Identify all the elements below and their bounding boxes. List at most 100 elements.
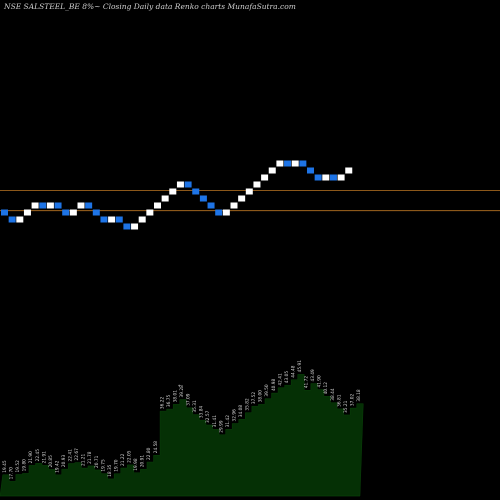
volume-value-label: 35.21 bbox=[343, 400, 349, 413]
renko-up-brick bbox=[261, 174, 269, 181]
volume-value-label: 21.90 bbox=[28, 451, 34, 464]
volume-value-label: 37.52 bbox=[251, 392, 257, 405]
volume-value-label: 19.80 bbox=[22, 459, 28, 472]
renko-up-brick bbox=[322, 174, 330, 181]
renko-up-brick bbox=[154, 202, 161, 209]
volume-value-label: 18.35 bbox=[107, 464, 113, 477]
volume-value-label: 19.70 bbox=[113, 459, 119, 472]
renko-up-brick bbox=[138, 216, 146, 223]
renko-up-brick bbox=[245, 188, 253, 195]
volume-value-label: 42.41 bbox=[277, 373, 283, 386]
renko-down-brick bbox=[1, 209, 8, 216]
renko-down-brick bbox=[85, 202, 93, 209]
renko-down-brick bbox=[307, 167, 314, 174]
volume-value-label: 41.90 bbox=[317, 375, 323, 388]
renko-up-brick bbox=[169, 188, 177, 195]
renko-up-brick bbox=[31, 202, 39, 209]
renko-down-brick bbox=[92, 209, 100, 216]
renko-down-brick bbox=[184, 181, 192, 188]
renko-down-brick bbox=[207, 202, 215, 209]
renko-up-brick bbox=[77, 202, 85, 209]
renko-down-brick bbox=[115, 216, 123, 223]
volume-value-label: 36.75 bbox=[166, 395, 172, 408]
volume-value-label: 31.41 bbox=[212, 415, 218, 428]
volume-value-label: 36.22 bbox=[159, 397, 165, 410]
renko-up-brick bbox=[176, 181, 184, 188]
volume-value-label: 22.45 bbox=[35, 449, 41, 462]
renko-down-brick bbox=[123, 223, 131, 230]
volume-value-label: 37.02 bbox=[349, 393, 355, 406]
volume-value-label: 21.21 bbox=[81, 453, 87, 466]
renko-up-brick bbox=[276, 160, 284, 167]
renko-up-brick bbox=[253, 181, 261, 188]
renko-up-brick bbox=[222, 209, 230, 216]
renko-down-brick bbox=[62, 209, 70, 216]
volume-value-label: 19.52 bbox=[15, 460, 21, 473]
volume-value-label: 41.72 bbox=[304, 376, 310, 389]
volume-value-label: 38.18 bbox=[356, 389, 362, 402]
renko-down-brick bbox=[39, 202, 47, 209]
renko-down-brick bbox=[8, 216, 16, 223]
volume-area bbox=[0, 374, 364, 497]
volume-value-label: 21.91 bbox=[41, 451, 47, 464]
volume-value-label: 38.01 bbox=[172, 390, 178, 403]
volume-value-label: 21.22 bbox=[120, 453, 126, 466]
volume-star-label: * bbox=[178, 384, 181, 390]
volume-value-label: 36.81 bbox=[336, 394, 342, 407]
volume-value-label: 40.98 bbox=[271, 378, 277, 391]
renko-down-brick bbox=[215, 209, 223, 216]
volume-value-label: 43.49 bbox=[310, 369, 316, 382]
volume-value-label: 45.91 bbox=[297, 360, 303, 373]
renko-up-brick bbox=[108, 216, 116, 223]
renko-up-brick bbox=[23, 209, 31, 216]
renko-up-brick bbox=[161, 195, 169, 202]
volume-value-label: 34.08 bbox=[238, 405, 244, 418]
renko-up-brick bbox=[268, 167, 276, 174]
renko-up-brick bbox=[345, 167, 353, 174]
renko-down-brick bbox=[284, 160, 292, 167]
volume-value-label: 19.42 bbox=[54, 460, 60, 473]
volume-value-label: 20.85 bbox=[48, 455, 54, 468]
renko-up-brick bbox=[131, 223, 139, 230]
renko-down-brick bbox=[299, 160, 307, 167]
volume-value-label: 20.93 bbox=[61, 455, 67, 468]
renko-down-brick bbox=[329, 174, 337, 181]
chart-title: NSE SALSTEEL_BE 8%~ Closing Daily data R… bbox=[4, 2, 296, 11]
volume-value-label: 40.12 bbox=[323, 382, 329, 395]
volume-value-label: 22.41 bbox=[68, 449, 74, 462]
volume-value-label: 38.00 bbox=[258, 390, 264, 403]
renko-up-brick bbox=[291, 160, 299, 167]
volume-value-label: 20.71 bbox=[94, 455, 100, 468]
volume-value-label: 22.80 bbox=[146, 447, 152, 460]
renko-up-brick bbox=[69, 209, 77, 216]
volume-value-label: 37.09 bbox=[186, 393, 192, 406]
volume-value-label: 21.78 bbox=[87, 451, 93, 464]
volume-value-label: 31.42 bbox=[225, 415, 231, 428]
renko-down-brick bbox=[100, 216, 108, 223]
volume-value-label: 35.31 bbox=[192, 400, 198, 413]
volume-value-label: 19.75 bbox=[100, 459, 106, 472]
renko-down-brick bbox=[199, 195, 207, 202]
renko-up-brick bbox=[46, 202, 54, 209]
volume-value-label: 43.05 bbox=[284, 371, 290, 384]
volume-value-label: 20.91 bbox=[140, 455, 146, 468]
renko-up-brick bbox=[337, 174, 345, 181]
volume-value-label: 35.82 bbox=[245, 398, 251, 411]
volume-value-label: 44.48 bbox=[290, 365, 296, 378]
volume-value-label: 39.28 bbox=[179, 385, 185, 398]
renko-up-brick bbox=[230, 202, 238, 209]
volume-value-label: 22.67 bbox=[74, 448, 80, 461]
volume-value-label: 24.58 bbox=[153, 441, 159, 454]
volume-value-label: 38.44 bbox=[330, 388, 336, 401]
volume-value-label: 19.98 bbox=[133, 458, 139, 471]
volume-value-label: 17.70 bbox=[9, 467, 15, 480]
volume-value-label: 33.84 bbox=[199, 406, 205, 419]
volume-value-label: 32.96 bbox=[231, 409, 237, 422]
volume-value-label: 29.99 bbox=[218, 420, 224, 433]
volume-value-label: 22.05 bbox=[127, 450, 133, 463]
volume-value-label: 32.57 bbox=[205, 410, 211, 423]
renko-up-brick bbox=[16, 216, 24, 223]
renko-down-brick bbox=[192, 188, 200, 195]
